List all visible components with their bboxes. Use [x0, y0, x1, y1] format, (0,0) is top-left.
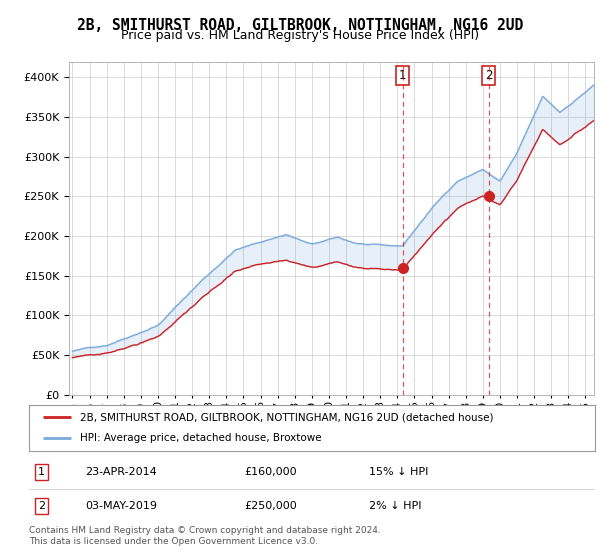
Text: £160,000: £160,000	[244, 466, 296, 477]
Text: 2B, SMITHURST ROAD, GILTBROOK, NOTTINGHAM, NG16 2UD (detached house): 2B, SMITHURST ROAD, GILTBROOK, NOTTINGHA…	[80, 412, 493, 422]
Text: 2% ↓ HPI: 2% ↓ HPI	[368, 501, 421, 511]
Text: 1: 1	[399, 69, 406, 82]
Text: Price paid vs. HM Land Registry's House Price Index (HPI): Price paid vs. HM Land Registry's House …	[121, 29, 479, 42]
Text: Contains HM Land Registry data © Crown copyright and database right 2024.
This d: Contains HM Land Registry data © Crown c…	[29, 526, 380, 546]
Text: 15% ↓ HPI: 15% ↓ HPI	[368, 466, 428, 477]
Text: 03-MAY-2019: 03-MAY-2019	[85, 501, 157, 511]
Text: 1: 1	[38, 466, 45, 477]
Text: 2B, SMITHURST ROAD, GILTBROOK, NOTTINGHAM, NG16 2UD: 2B, SMITHURST ROAD, GILTBROOK, NOTTINGHA…	[77, 18, 523, 33]
Text: £250,000: £250,000	[244, 501, 297, 511]
Text: HPI: Average price, detached house, Broxtowe: HPI: Average price, detached house, Brox…	[80, 433, 322, 444]
Text: 2: 2	[485, 69, 493, 82]
Text: 2: 2	[38, 501, 45, 511]
Text: 23-APR-2014: 23-APR-2014	[85, 466, 157, 477]
